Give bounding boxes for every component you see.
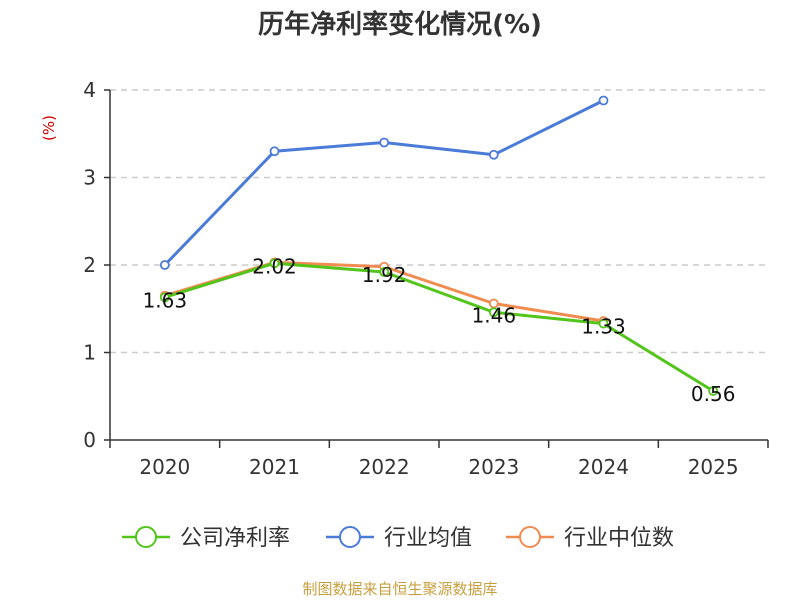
x-tick-label: 2024 [578,455,629,479]
data-label: 1.46 [472,303,517,327]
legend-label-0: 公司净利率 [180,526,290,551]
series-line-1 [163,99,605,267]
data-labels: 1.63 2.02 1.92 1.46 1.33 0.56 [143,254,736,406]
data-point [269,146,280,157]
x-tick-label: 2025 [688,455,739,479]
y-tick-label: 1 [83,341,96,365]
data-label: 1.33 [581,315,626,339]
x-tick-label: 2023 [468,455,519,479]
data-point [488,149,499,160]
legend-marker-1 [339,526,361,548]
series-lines [159,95,719,396]
y-tick-label: 0 [83,428,96,452]
x-tick-label: 2020 [139,455,190,479]
data-point [379,267,390,277]
data-point [488,307,499,318]
legend-marker-2 [519,526,541,548]
legend: 公司净利率 行业均值 行业中位数 [122,526,674,551]
y-tick-label: 2 [83,253,96,277]
data-label: 0.56 [691,382,736,406]
series-line-0 [164,261,714,393]
chart-title: 历年净利率变化情况(%) [258,10,542,40]
data-label: 2.02 [252,254,297,278]
axes: 0 1 2 3 4 2020 2021 2022 2023 2024 2025 (%) [40,78,769,479]
y-axis-label: (%) [40,115,58,141]
data-label: 1.63 [143,288,188,312]
data-label: 1.92 [362,263,407,287]
source-note: 制图数据来自恒生聚源数据库 [302,580,498,598]
legend-label-2: 行业中位数 [564,526,674,551]
data-point [379,137,390,148]
data-point [269,258,280,269]
data-point [598,318,609,329]
data-point [159,260,170,270]
y-tick-label: 3 [83,166,96,190]
x-tick-label: 2022 [359,455,410,479]
x-tick-label: 2021 [249,455,300,479]
data-point [159,292,170,303]
y-tick-label: 4 [83,78,96,102]
legend-marker-0 [135,526,157,548]
data-point [708,386,719,396]
data-point [598,95,609,106]
legend-label-1: 行业均值 [384,526,472,551]
